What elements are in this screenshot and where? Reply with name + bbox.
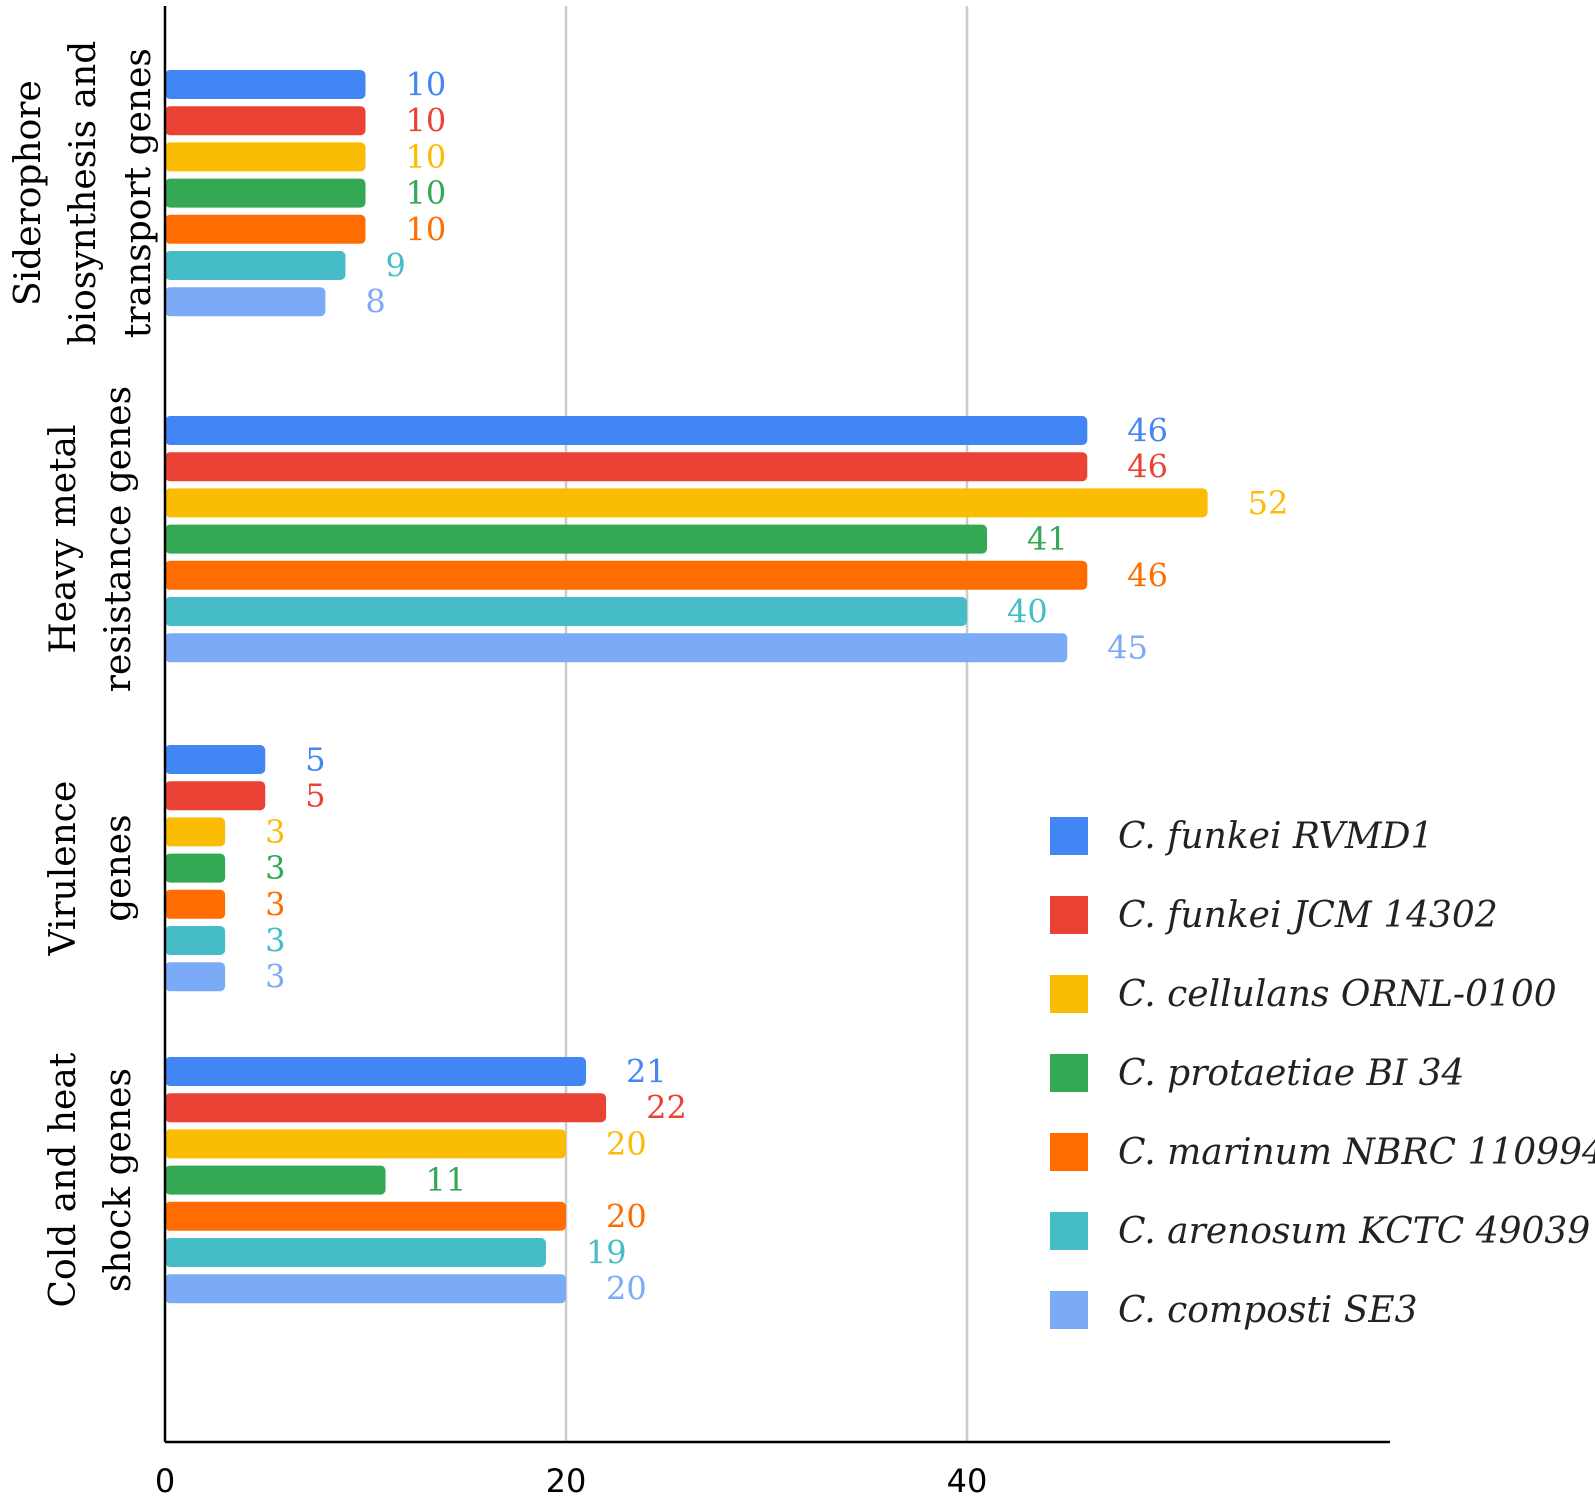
bar-c-arenosum-kctc-49039-cat0	[165, 251, 346, 280]
legend-label-c-funkei-rvmd1: C. funkei RVMD1	[1118, 816, 1433, 857]
value-label-c-protaetiae-bi-34-cat3: 11	[426, 1161, 467, 1199]
legend-label-c-marinum-nbrc-110994: C. marinum NBRC 110994	[1118, 1132, 1595, 1173]
bar-c-composti-se3-cat3	[165, 1274, 566, 1304]
value-label-c-composti-se3-cat3: 20	[606, 1270, 647, 1308]
bar-c-arenosum-kctc-49039-cat3	[165, 1238, 546, 1267]
value-label-c-funkei-jcm-14302-cat0: 10	[406, 102, 447, 140]
bar-c-marinum-nbrc-110994-cat1	[165, 560, 1088, 590]
value-label-c-marinum-nbrc-110994-cat3: 20	[606, 1197, 647, 1235]
x-tick-labels: 0 20 40	[155, 1462, 988, 1498]
legend-label-c-composti-se3: C. composti SE3	[1118, 1290, 1418, 1331]
value-label-c-funkei-rvmd1-cat3: 21	[626, 1053, 667, 1091]
bar-c-marinum-nbrc-110994-cat2	[165, 889, 226, 919]
bar-c-funkei-rvmd1-cat0	[165, 70, 366, 99]
bar-c-protaetiae-bi-34-cat1	[165, 524, 988, 554]
legend-swatch-c-funkei-rvmd1	[1050, 817, 1088, 855]
bar-c-funkei-rvmd1-cat2	[165, 745, 266, 774]
value-label-c-protaetiae-bi-34-cat1: 41	[1027, 520, 1068, 558]
axes	[163, 6, 1390, 1444]
category-label-3: Cold and heat shock genes	[43, 1052, 139, 1307]
category-label-0-line-0: Siderophore	[8, 80, 49, 306]
bar-c-protaetiae-bi-34-cat2	[165, 853, 226, 883]
value-labels: 1010101010984646524146404555333332122201…	[265, 66, 1288, 1308]
legend-label-c-cellulans-ornl-0100: C. cellulans ORNL-0100	[1118, 974, 1557, 1015]
x-tick-label-20: 20	[546, 1462, 587, 1498]
bar-c-cellulans-ornl-0100-cat3	[165, 1129, 566, 1159]
value-label-c-arenosum-kctc-49039-cat3: 19	[586, 1234, 627, 1272]
x-tick-label-40: 40	[947, 1462, 988, 1498]
value-label-c-marinum-nbrc-110994-cat2: 3	[265, 885, 285, 923]
bar-c-funkei-jcm-14302-cat1	[165, 452, 1088, 482]
legend-swatch-c-arenosum-kctc-49039	[1050, 1212, 1088, 1250]
bar-c-composti-se3-cat0	[165, 287, 326, 317]
category-label-0-line-1: biosynthesis and	[63, 41, 104, 346]
bar-c-marinum-nbrc-110994-cat3	[165, 1201, 566, 1231]
x-tick-label-0: 0	[155, 1462, 175, 1498]
value-label-c-funkei-rvmd1-cat2: 5	[305, 741, 325, 779]
bar-c-protaetiae-bi-34-cat0	[165, 178, 366, 208]
bar-c-funkei-jcm-14302-cat2	[165, 781, 266, 811]
category-label-2-line-0: Virulence	[43, 781, 84, 957]
category-labels: Siderophore biosynthesis and transport gen…	[8, 41, 159, 1308]
category-label-2: Virulence genes	[43, 781, 139, 957]
bar-c-cellulans-ornl-0100-cat1	[165, 488, 1208, 518]
value-label-c-composti-se3-cat2: 3	[265, 958, 285, 996]
value-label-c-marinum-nbrc-110994-cat0: 10	[406, 210, 447, 248]
category-label-3-line-0: Cold and heat	[43, 1052, 84, 1307]
legend-swatch-c-funkei-jcm-14302	[1050, 896, 1088, 934]
legend-swatch-c-cellulans-ornl-0100	[1050, 975, 1088, 1013]
bar-c-funkei-jcm-14302-cat0	[165, 106, 366, 136]
category-label-0: Siderophore biosynthesis and transport gen…	[8, 41, 159, 346]
category-label-0-line-2: transport genes	[118, 48, 159, 338]
value-label-c-arenosum-kctc-49039-cat0: 9	[385, 247, 405, 285]
value-label-c-funkei-jcm-14302-cat1: 46	[1127, 448, 1168, 486]
bar-c-composti-se3-cat1	[165, 633, 1068, 663]
bar-c-marinum-nbrc-110994-cat0	[165, 214, 366, 244]
value-label-c-protaetiae-bi-34-cat2: 3	[265, 849, 285, 887]
bar-c-arenosum-kctc-49039-cat1	[165, 597, 967, 626]
bars	[165, 70, 1208, 1304]
value-label-c-funkei-rvmd1-cat1: 46	[1127, 412, 1168, 450]
legend-swatch-c-composti-se3	[1050, 1291, 1088, 1329]
bar-c-protaetiae-bi-34-cat3	[165, 1165, 386, 1195]
category-label-1: Heavy metal resistance genes	[43, 386, 139, 692]
bar-c-funkei-jcm-14302-cat3	[165, 1093, 607, 1123]
value-label-c-cellulans-ornl-0100-cat0: 10	[406, 138, 447, 176]
legend: C. funkei RVMD1 C. funkei JCM 14302 C. cel…	[1050, 816, 1595, 1331]
category-label-1-line-0: Heavy metal	[43, 425, 84, 654]
value-label-c-marinum-nbrc-110994-cat1: 46	[1127, 556, 1168, 594]
value-label-c-funkei-rvmd1-cat0: 10	[406, 66, 447, 104]
legend-swatch-c-protaetiae-bi-34	[1050, 1054, 1088, 1092]
value-label-c-composti-se3-cat1: 45	[1107, 629, 1148, 667]
grid-lines	[564, 6, 969, 1442]
legend-label-c-funkei-jcm-14302: C. funkei JCM 14302	[1118, 895, 1498, 936]
legend-label-c-protaetiae-bi-34: C. protaetiae BI 34	[1118, 1053, 1464, 1094]
category-label-3-line-1: shock genes	[98, 1068, 139, 1292]
category-label-2-line-1: genes	[98, 814, 139, 921]
value-label-c-cellulans-ornl-0100-cat1: 52	[1248, 484, 1289, 522]
value-label-c-arenosum-kctc-49039-cat1: 40	[1007, 593, 1048, 631]
bar-c-funkei-rvmd1-cat3	[165, 1057, 587, 1086]
legend-swatch-c-marinum-nbrc-110994	[1050, 1133, 1088, 1171]
value-label-c-cellulans-ornl-0100-cat2: 3	[265, 813, 285, 851]
bar-c-funkei-rvmd1-cat1	[165, 416, 1088, 445]
value-label-c-arenosum-kctc-49039-cat2: 3	[265, 922, 285, 960]
bar-c-composti-se3-cat2	[165, 962, 226, 992]
value-label-c-funkei-jcm-14302-cat3: 22	[646, 1089, 687, 1127]
value-label-c-funkei-jcm-14302-cat2: 5	[305, 777, 325, 815]
bar-c-cellulans-ornl-0100-cat0	[165, 142, 366, 172]
bar-c-cellulans-ornl-0100-cat2	[165, 817, 226, 847]
value-label-c-protaetiae-bi-34-cat0: 10	[406, 174, 447, 212]
category-label-1-line-1: resistance genes	[98, 386, 139, 692]
value-label-c-cellulans-ornl-0100-cat3: 20	[606, 1125, 647, 1163]
bar-c-arenosum-kctc-49039-cat2	[165, 926, 226, 955]
legend-label-c-arenosum-kctc-49039: C. arenosum KCTC 49039	[1118, 1211, 1590, 1252]
value-label-c-composti-se3-cat0: 8	[365, 283, 385, 321]
